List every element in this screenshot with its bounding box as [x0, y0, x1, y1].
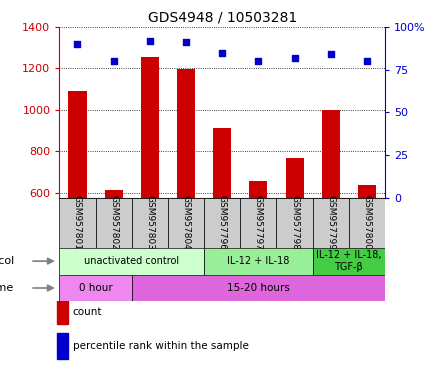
Bar	[286, 159, 304, 198]
Text: GSM957797: GSM957797	[254, 195, 263, 250]
Bar	[105, 190, 123, 198]
Bar	[249, 181, 268, 198]
Point	[183, 39, 190, 45]
Bar	[204, 248, 313, 275]
Bar	[69, 91, 87, 198]
Text: GSM957802: GSM957802	[109, 195, 118, 250]
Bar	[59, 248, 204, 275]
Text: protocol: protocol	[0, 256, 14, 266]
Bar	[322, 110, 340, 198]
Point	[219, 50, 226, 56]
Point	[255, 58, 262, 64]
Bar	[240, 198, 276, 248]
Point	[291, 55, 298, 61]
Bar	[349, 198, 385, 248]
Text: percentile rank within the sample: percentile rank within the sample	[73, 341, 249, 351]
Text: GSM957798: GSM957798	[290, 195, 299, 250]
Point	[74, 41, 81, 47]
Title: GDS4948 / 10503281: GDS4948 / 10503281	[147, 10, 297, 24]
Point	[147, 38, 154, 44]
Bar	[95, 198, 132, 248]
Bar	[358, 185, 376, 198]
Text: GSM957801: GSM957801	[73, 195, 82, 250]
Bar	[59, 275, 132, 301]
Text: unactivated control: unactivated control	[84, 256, 180, 266]
Bar	[168, 198, 204, 248]
Text: GSM957800: GSM957800	[363, 195, 371, 250]
Bar	[57, 298, 68, 324]
Text: GSM957799: GSM957799	[326, 195, 335, 250]
Bar	[57, 333, 68, 359]
Bar	[59, 198, 95, 248]
Bar	[313, 198, 349, 248]
Bar	[177, 70, 195, 198]
Text: GSM957796: GSM957796	[218, 195, 227, 250]
Text: time: time	[0, 283, 14, 293]
Bar	[313, 248, 385, 275]
Text: GSM957804: GSM957804	[182, 195, 191, 250]
Bar	[204, 198, 240, 248]
Bar	[141, 57, 159, 198]
Bar	[132, 198, 168, 248]
Point	[327, 51, 334, 57]
Bar	[132, 275, 385, 301]
Text: 0 hour: 0 hour	[79, 283, 113, 293]
Text: IL-12 + IL-18: IL-12 + IL-18	[227, 256, 290, 266]
Text: count: count	[73, 306, 102, 316]
Text: 15-20 hours: 15-20 hours	[227, 283, 290, 293]
Point	[110, 58, 117, 64]
Bar	[213, 128, 231, 198]
Text: IL-12 + IL-18,
TGF-β: IL-12 + IL-18, TGF-β	[316, 250, 381, 272]
Point	[363, 58, 370, 64]
Text: GSM957803: GSM957803	[145, 195, 154, 250]
Bar	[276, 198, 313, 248]
